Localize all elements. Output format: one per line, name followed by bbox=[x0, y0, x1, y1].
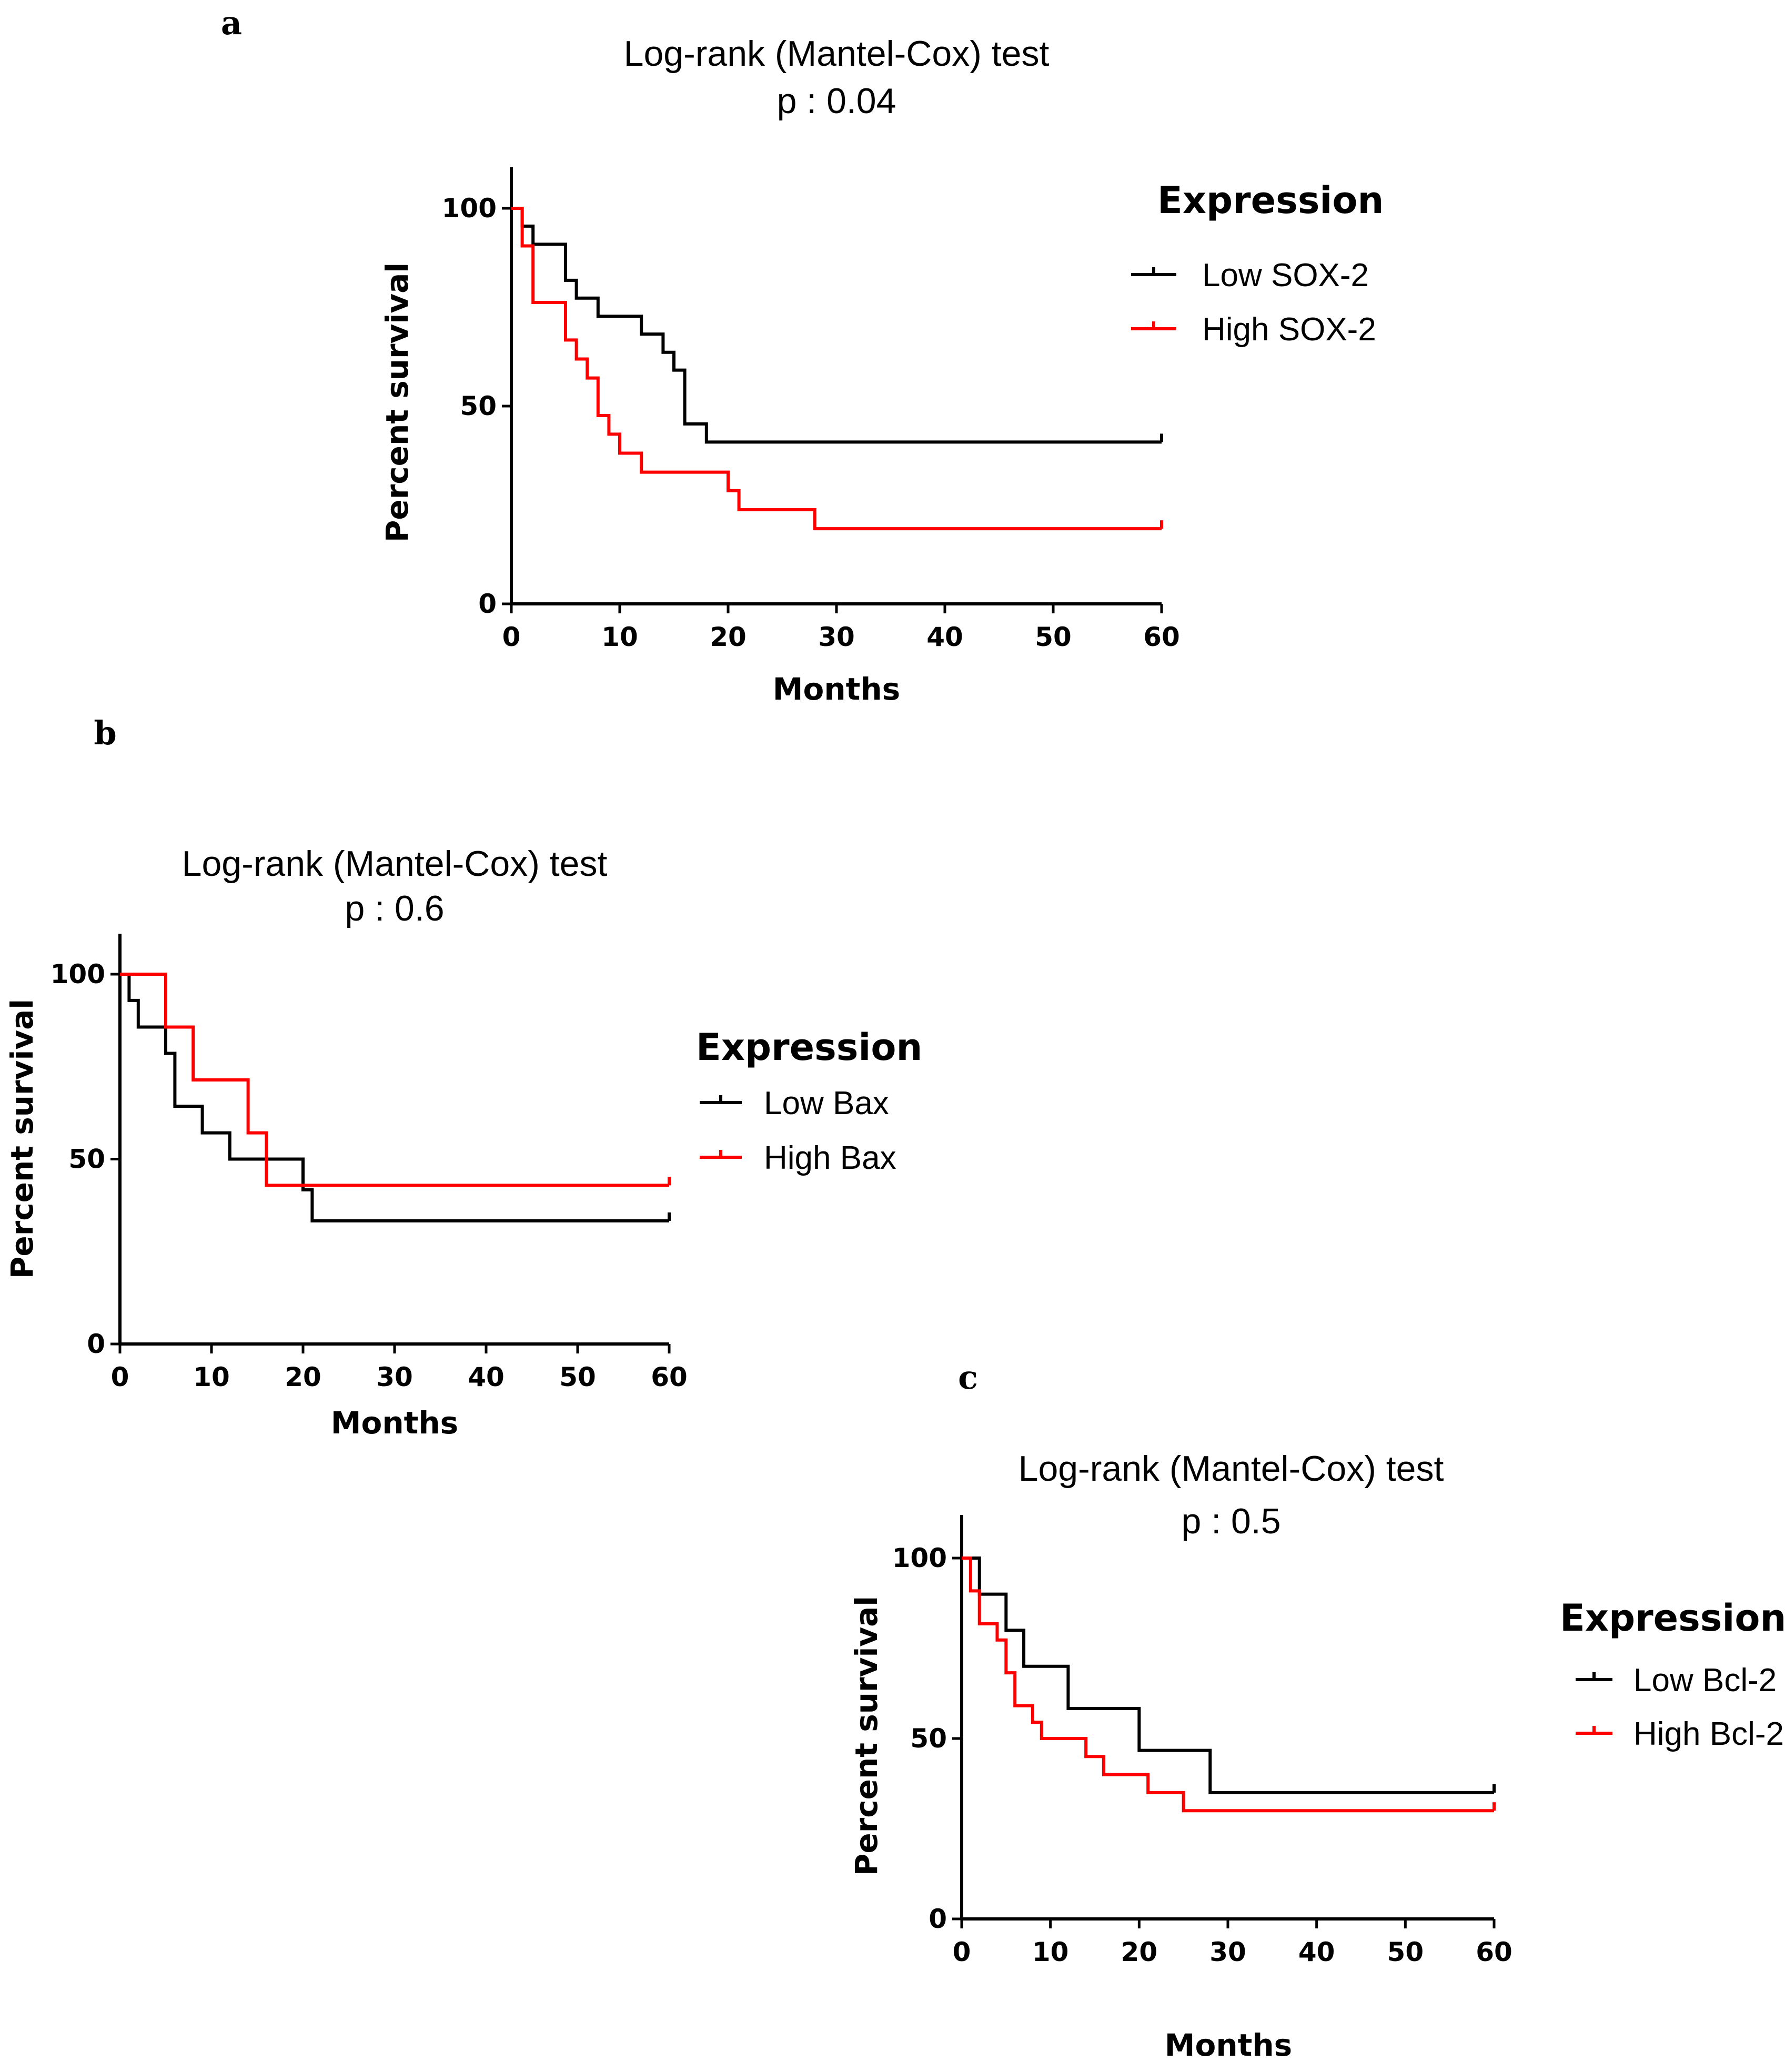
y-axis-label: Percent survival bbox=[379, 262, 415, 542]
p-value: p : 0.04 bbox=[777, 81, 896, 121]
x-tick-label: 20 bbox=[1121, 1937, 1158, 1967]
y-tick-label: 50 bbox=[910, 1723, 947, 1754]
x-tick-label: 20 bbox=[285, 1362, 321, 1392]
y-axis-label: Percent survival bbox=[4, 999, 40, 1279]
y-axis-label: Percent survival bbox=[849, 1596, 884, 1876]
x-tick-label: 40 bbox=[1298, 1937, 1335, 1967]
legend-title: Expression bbox=[1560, 1596, 1785, 1640]
x-tick-label: 30 bbox=[1209, 1937, 1246, 1967]
x-tick-label: 40 bbox=[468, 1362, 505, 1392]
x-tick-label: 10 bbox=[601, 622, 638, 652]
x-tick-label: 0 bbox=[502, 622, 521, 652]
y-tick-label: 100 bbox=[51, 959, 105, 989]
legend-title: Expression bbox=[1157, 179, 1384, 222]
survival-curve-high-bcl-2 bbox=[962, 1556, 1494, 1813]
legend-label: High Bax bbox=[764, 1140, 896, 1176]
survival-curve-high-bax bbox=[120, 973, 669, 1187]
chart-title: Log-rank (Mantel-Cox) test bbox=[1018, 1449, 1444, 1489]
p-value: p : 0.5 bbox=[1181, 1501, 1280, 1541]
legend-label: Low Bax bbox=[764, 1085, 889, 1121]
chart-panel-c: c Log-rank (Mantel-Cox) test p : 0.5 0 10 20 3… bbox=[849, 1358, 1785, 2063]
y-tick-label: 0 bbox=[87, 1329, 105, 1359]
chart-title: Log-rank (Mantel-Cox) test bbox=[182, 844, 608, 884]
panel-letter: b bbox=[94, 714, 116, 752]
x-tick-label: 10 bbox=[1032, 1937, 1069, 1967]
x-tick-label: 60 bbox=[1476, 1937, 1512, 1967]
x-tick-label: 40 bbox=[926, 622, 963, 652]
p-value: p : 0.6 bbox=[345, 888, 444, 928]
survival-curve-low-sox-2 bbox=[511, 207, 1162, 444]
x-tick-label: 20 bbox=[710, 622, 747, 652]
x-axis-label: Months bbox=[773, 671, 900, 707]
x-tick-label: 60 bbox=[651, 1362, 688, 1392]
chart-title: Log-rank (Mantel-Cox) test bbox=[624, 34, 1050, 74]
panel-letter: c bbox=[958, 1358, 978, 1397]
x-tick-label: 30 bbox=[376, 1362, 413, 1392]
x-tick-label: 50 bbox=[1387, 1937, 1424, 1967]
x-tick-label: 0 bbox=[953, 1937, 971, 1967]
x-axis-label: Months bbox=[331, 1405, 458, 1441]
chart-panel-a: a Log-rank (Mantel-Cox) test p : 0.04 0 10 20… bbox=[221, 4, 1384, 707]
survival-curve-low-bcl-2 bbox=[962, 1556, 1494, 1794]
legend-label: High Bcl-2 bbox=[1633, 1716, 1784, 1752]
legend-label: Low Bcl-2 bbox=[1633, 1662, 1777, 1699]
survival-curve-high-sox-2 bbox=[511, 207, 1162, 531]
panel-letter: a bbox=[221, 4, 242, 42]
y-tick-label: 0 bbox=[929, 1904, 947, 1934]
x-tick-label: 30 bbox=[818, 622, 855, 652]
x-axis-label: Months bbox=[1165, 2027, 1292, 2063]
survival-curve-low-bax bbox=[120, 973, 669, 1222]
x-tick-label: 0 bbox=[111, 1362, 129, 1392]
x-tick-label: 50 bbox=[559, 1362, 596, 1392]
y-tick-label: 100 bbox=[892, 1543, 947, 1573]
legend-label: Low SOX-2 bbox=[1202, 257, 1369, 294]
x-tick-label: 50 bbox=[1035, 622, 1072, 652]
legend-label: High SOX-2 bbox=[1202, 311, 1376, 348]
y-tick-label: 100 bbox=[442, 193, 497, 224]
x-tick-label: 10 bbox=[193, 1362, 230, 1392]
y-tick-label: 50 bbox=[68, 1144, 105, 1175]
y-tick-label: 0 bbox=[478, 589, 497, 619]
x-tick-label: 60 bbox=[1143, 622, 1180, 652]
legend-title: Expression bbox=[696, 1026, 922, 1069]
y-tick-label: 50 bbox=[460, 391, 497, 421]
